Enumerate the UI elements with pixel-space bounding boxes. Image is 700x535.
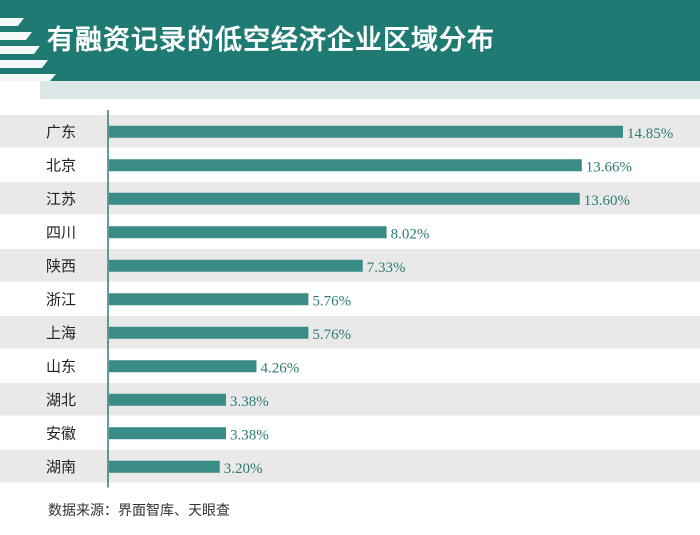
value-label: 5.76% [312, 327, 351, 343]
value-label: 8.02% [391, 226, 430, 242]
category-label: 江苏 [46, 190, 76, 208]
value-label: 3.38% [230, 427, 269, 443]
category-label: 浙江 [46, 290, 76, 308]
category-label: 湖北 [46, 391, 76, 409]
bar [109, 259, 363, 272]
category-label: 湖南 [46, 458, 76, 476]
bar [109, 393, 226, 406]
value-label: 3.38% [230, 394, 269, 410]
value-label: 13.66% [586, 159, 632, 175]
value-label: 5.76% [312, 293, 351, 309]
value-label: 4.26% [260, 360, 299, 376]
bar [109, 360, 257, 373]
category-label: 上海 [46, 324, 76, 342]
category-label: 北京 [46, 156, 76, 174]
row-band [0, 450, 700, 483]
bar-chart: 广东 14.85% 北京 13.66% 江苏 13.60% 四川 8.02% 陕西 7.33% 浙江… [0, 110, 700, 488]
bar [109, 326, 309, 339]
bar [109, 226, 387, 239]
value-label: 3.20% [224, 461, 263, 477]
subband [40, 81, 700, 99]
category-label: 陕西 [46, 257, 76, 275]
bar [109, 192, 580, 205]
category-label: 广东 [46, 123, 76, 141]
header-banner: 有融资记录的低空经济企业区域分布 [0, 0, 700, 81]
category-label: 四川 [46, 223, 76, 241]
bar [109, 159, 582, 172]
value-label: 14.85% [627, 126, 673, 142]
bar [109, 460, 220, 473]
category-label: 安徽 [46, 424, 76, 442]
value-label: 13.60% [584, 193, 630, 209]
subband-left [0, 81, 40, 99]
page-title: 有融资记录的低空经济企业区域分布 [47, 25, 495, 56]
value-label: 7.33% [367, 260, 406, 276]
bar [109, 125, 623, 138]
decorative-stripes-icon [0, 18, 56, 81]
bar [109, 293, 309, 306]
data-source-note: 数据来源：界面智库、天眼查 [48, 503, 230, 519]
bar [109, 427, 226, 440]
row-band [0, 383, 700, 416]
category-label: 山东 [46, 357, 76, 375]
